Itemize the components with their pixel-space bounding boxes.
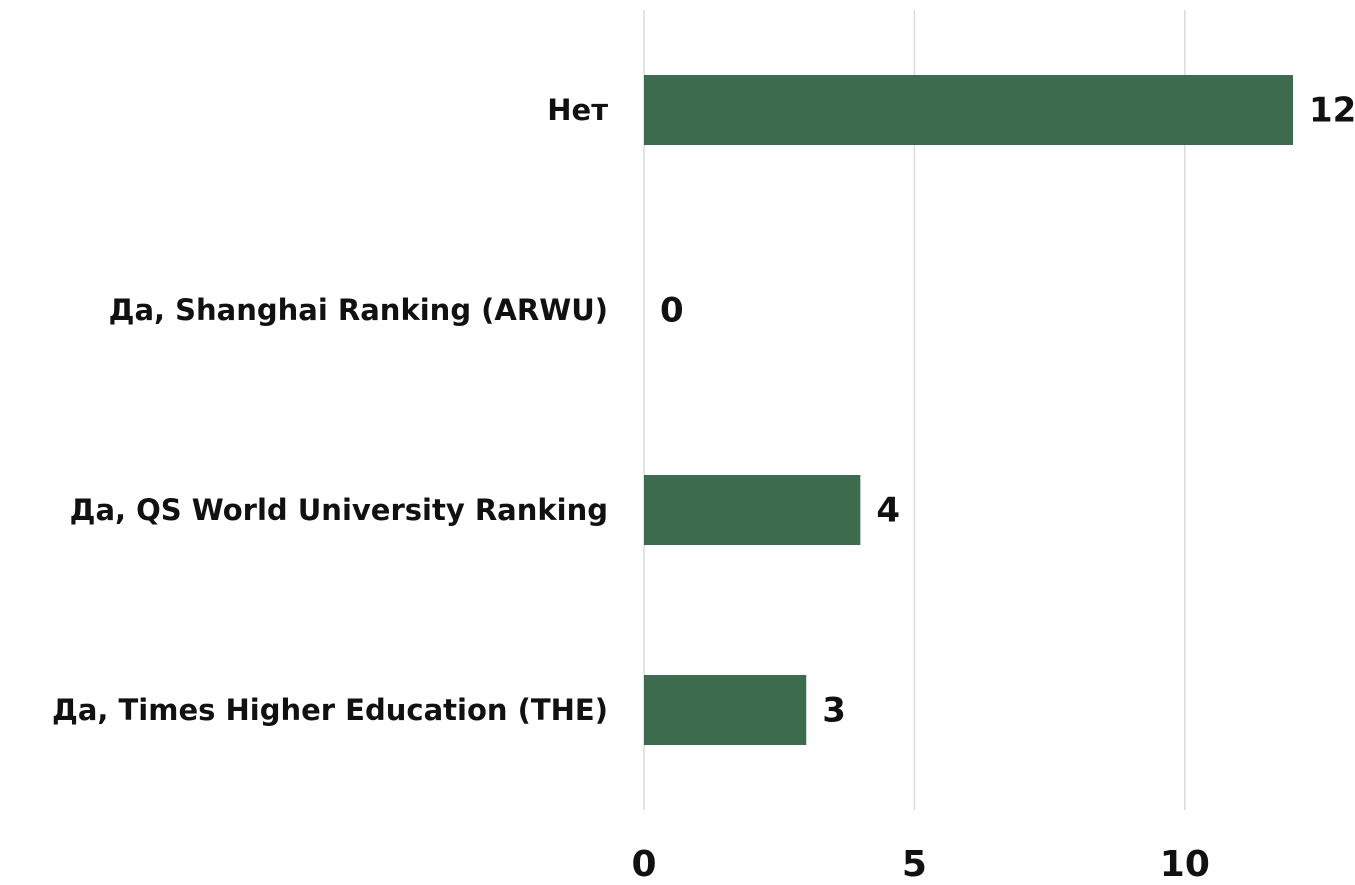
bar	[644, 75, 1293, 145]
y-tick-label: Нет	[547, 93, 608, 127]
x-tick-label: 0	[631, 844, 656, 885]
x-tick-label: 10	[1160, 844, 1210, 885]
data-label: 0	[660, 291, 684, 331]
data-label: 4	[876, 491, 900, 531]
data-label: 12	[1309, 91, 1355, 131]
x-tick-label: 5	[902, 844, 927, 885]
y-tick-label: Да, QS World University Ranking	[70, 493, 608, 527]
bar	[644, 675, 807, 745]
y-tick-label: Да, Times Higher Education (THE)	[52, 693, 608, 727]
data-label: 3	[822, 691, 846, 731]
bar	[644, 475, 861, 545]
y-tick-label: Да, Shanghai Ranking (ARWU)	[109, 293, 608, 327]
